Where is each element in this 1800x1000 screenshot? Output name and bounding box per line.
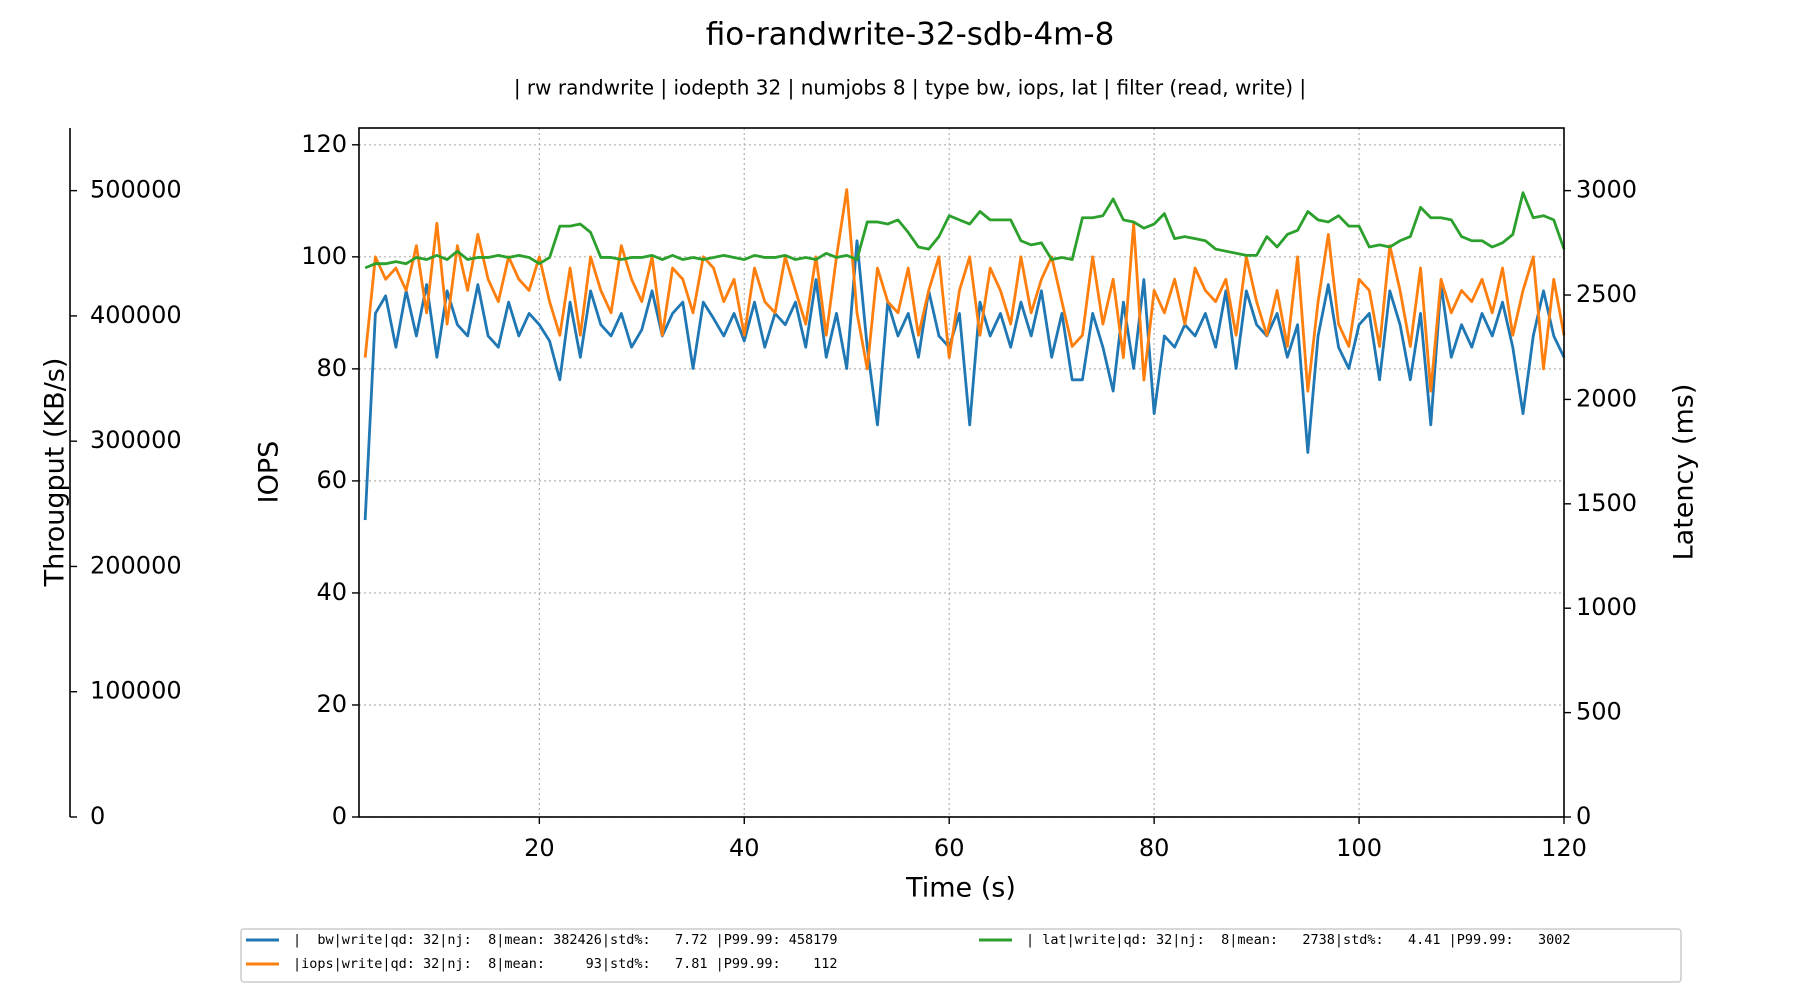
legend-label: |iops|write|qd: 32|nj: 8|mean: 93|std%: …: [293, 956, 838, 972]
legend: [240, 928, 1682, 983]
legend-label: | bw|write|qd: 32|nj: 8|mean: 382426|std…: [293, 932, 838, 948]
y2-axis-label: Latency (ms): [1669, 384, 1700, 561]
y2-tick-label: 0: [1576, 802, 1591, 830]
y-tick-label: 80: [316, 354, 347, 382]
x-tick-label: 60: [934, 834, 965, 862]
series-line: [363, 188, 1566, 393]
plot-frame: [358, 127, 1565, 818]
chart-subtitle: | rw randwrite | iodepth 32 | numjobs 8 …: [514, 76, 1306, 100]
y-axis-label: IOPS: [254, 441, 285, 504]
x-tick-label: 80: [1139, 834, 1170, 862]
y-tick-label: 0: [332, 802, 347, 830]
y-tick-label: 40: [316, 578, 347, 606]
y3-tick-label: 0: [90, 802, 105, 830]
y3-tick-label: 300000: [90, 426, 182, 454]
series-line: [364, 191, 1566, 270]
y-tick-label: 120: [301, 130, 347, 158]
y2-tick-label: 3000: [1576, 176, 1637, 204]
x-tick-label: 100: [1336, 834, 1382, 862]
y2-tick-label: 2000: [1576, 384, 1637, 412]
y3-axis-label: Througput (KB/s): [40, 358, 71, 588]
y3-tick-label: 400000: [90, 301, 182, 329]
y2-tick-label: 1500: [1576, 489, 1637, 517]
series-line: [363, 239, 1566, 521]
legend-label: | lat|write|qd: 32|nj: 8|mean: 2738|std%…: [1026, 932, 1571, 948]
y-tick-label: 60: [316, 466, 347, 494]
y-tick-label: 20: [316, 690, 347, 718]
x-axis-label: Time (s): [905, 873, 1016, 904]
y3-tick-label: 500000: [90, 176, 182, 204]
x-tick-label: 120: [1541, 834, 1587, 862]
y2-tick-label: 500: [1576, 698, 1622, 726]
y2-tick-label: 1000: [1576, 593, 1637, 621]
y2-tick-label: 2500: [1576, 280, 1637, 308]
chart-title: fio-randwrite-32-sdb-4m-8: [706, 17, 1115, 53]
x-tick-label: 20: [524, 834, 555, 862]
y3-tick-label: 100000: [90, 677, 182, 705]
y3-tick-label: 200000: [90, 551, 182, 579]
y-tick-label: 100: [301, 242, 347, 270]
x-tick-label: 40: [729, 834, 760, 862]
